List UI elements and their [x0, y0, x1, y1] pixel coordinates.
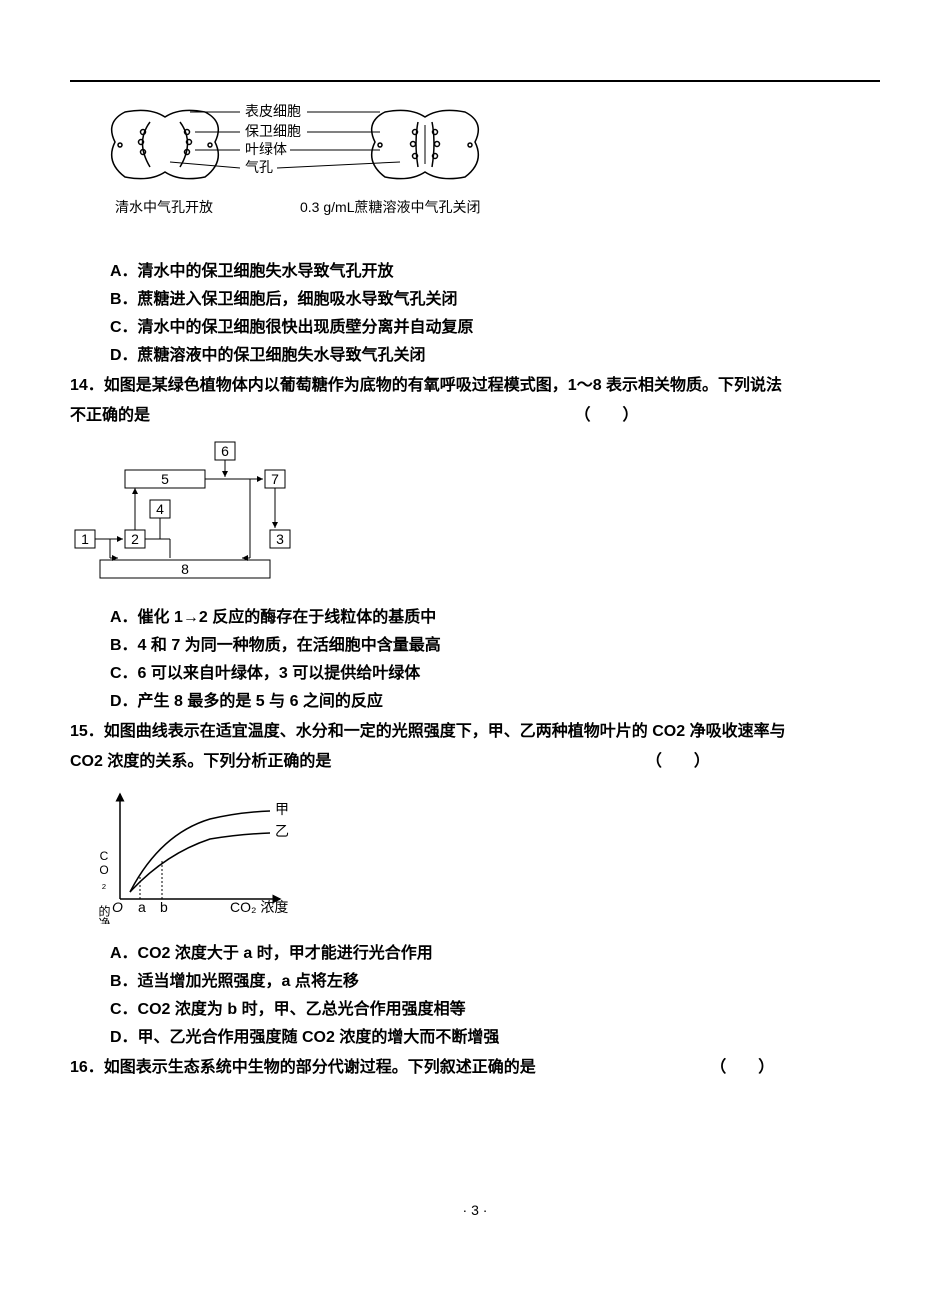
caption-left: 清水中气孔开放	[115, 199, 213, 215]
q15-text-line1: 15．如图曲线表示在适宜温度、水分和一定的光照强度下，甲、乙两种植物叶片的 CO…	[70, 720, 880, 744]
curve-yi: 乙	[275, 823, 289, 839]
respiration-svg: 1 2 3 4 5 6 7 8	[70, 438, 310, 588]
q13-opt-d: D．蔗糖溶液中的保卫细胞失水导致气孔关闭	[110, 344, 880, 368]
q15-opt-b: B．适当增加光照强度，a 点将左移	[110, 970, 880, 994]
svg-text:4: 4	[156, 501, 164, 517]
q14-opt-a: A．催化 1→2 反应的酶存在于线粒体的基质中	[110, 606, 880, 630]
label-chloroplast: 叶绿体	[245, 141, 287, 157]
stomata-svg: 表皮细胞 保卫细胞 叶绿体 气孔 清水中气孔开放 0.3 g/mL蔗糖溶	[100, 102, 500, 242]
figure-stomata: 表皮细胞 保卫细胞 叶绿体 气孔 清水中气孔开放 0.3 g/mL蔗糖溶	[100, 102, 880, 250]
svg-text:b: b	[160, 899, 168, 915]
q13-options: A．清水中的保卫细胞失水导致气孔开放 B．蔗糖进入保卫细胞后，细胞吸水导致气孔关…	[110, 260, 880, 368]
label-stomata: 气孔	[245, 159, 273, 175]
svg-text:5: 5	[161, 471, 169, 487]
svg-text:7: 7	[271, 471, 279, 487]
top-border	[70, 80, 880, 82]
q14-paren: （ ）	[574, 404, 638, 428]
q14-opt-c: C．6 可以来自叶绿体，3 可以提供给叶绿体	[110, 662, 880, 686]
label-epidermal: 表皮细胞	[245, 103, 301, 119]
q14-opt-b: B．4 和 7 为同一种物质，在活细胞中含量最高	[110, 634, 880, 658]
q15-paren: （ ）	[646, 750, 710, 774]
svg-text:2: 2	[131, 531, 139, 547]
q15-opt-c: C．CO2 浓度为 b 时，甲、乙总光合作用强度相等	[110, 998, 880, 1022]
page-number: · 3 ·	[70, 1200, 880, 1221]
q15-opt-a: A．CO2 浓度大于 a 时，甲才能进行光合作用	[110, 942, 880, 966]
svg-text:3: 3	[276, 531, 284, 547]
y-axis-label: CO₂ 的净吸收速率	[97, 849, 111, 924]
curve-jia: 甲	[275, 801, 289, 817]
q13-opt-b: B．蔗糖进入保卫细胞后，细胞吸水导致气孔关闭	[110, 288, 880, 312]
co2-chart-svg: CO₂ 的净吸收速率 O a b CO₂ 浓度 甲 乙	[90, 784, 310, 924]
q14-opt-d: D．产生 8 最多的是 5 与 6 之间的反应	[110, 690, 880, 714]
svg-text:a: a	[138, 899, 146, 915]
q14-text-line1: 14．如图是某绿色植物体内以葡萄糖作为底物的有氧呼吸过程模式图，1～8 表示相关…	[70, 374, 880, 398]
svg-text:O: O	[112, 899, 123, 915]
q15-options: A．CO2 浓度大于 a 时，甲才能进行光合作用 B．适当增加光照强度，a 点将…	[110, 942, 880, 1050]
q16-text: 16．如图表示生态系统中生物的部分代谢过程。下列叙述正确的是 （ ）	[70, 1056, 880, 1080]
svg-text:1: 1	[81, 531, 89, 547]
x-axis-label: CO₂ 浓度	[230, 899, 288, 915]
caption-right: 0.3 g/mL蔗糖溶液中气孔关闭	[300, 199, 480, 215]
figure-co2-chart: CO₂ 的净吸收速率 O a b CO₂ 浓度 甲 乙	[90, 784, 880, 932]
q16-paren: （ ）	[710, 1056, 774, 1080]
q13-opt-a: A．清水中的保卫细胞失水导致气孔开放	[110, 260, 880, 284]
svg-text:8: 8	[181, 561, 189, 577]
q15-opt-d: D．甲、乙光合作用强度随 CO2 浓度的增大而不断增强	[110, 1026, 880, 1050]
q13-opt-c: C．清水中的保卫细胞很快出现质壁分离并自动复原	[110, 316, 880, 340]
q14-options: A．催化 1→2 反应的酶存在于线粒体的基质中 B．4 和 7 为同一种物质，在…	[110, 606, 880, 714]
q14-text-line2: 不正确的是 （ ）	[70, 404, 880, 428]
svg-text:6: 6	[221, 443, 229, 459]
figure-respiration: 1 2 3 4 5 6 7 8	[70, 438, 880, 596]
label-guard: 保卫细胞	[245, 123, 301, 139]
q15-text-line2: CO2 浓度的关系。下列分析正确的是 （ ）	[70, 750, 880, 774]
